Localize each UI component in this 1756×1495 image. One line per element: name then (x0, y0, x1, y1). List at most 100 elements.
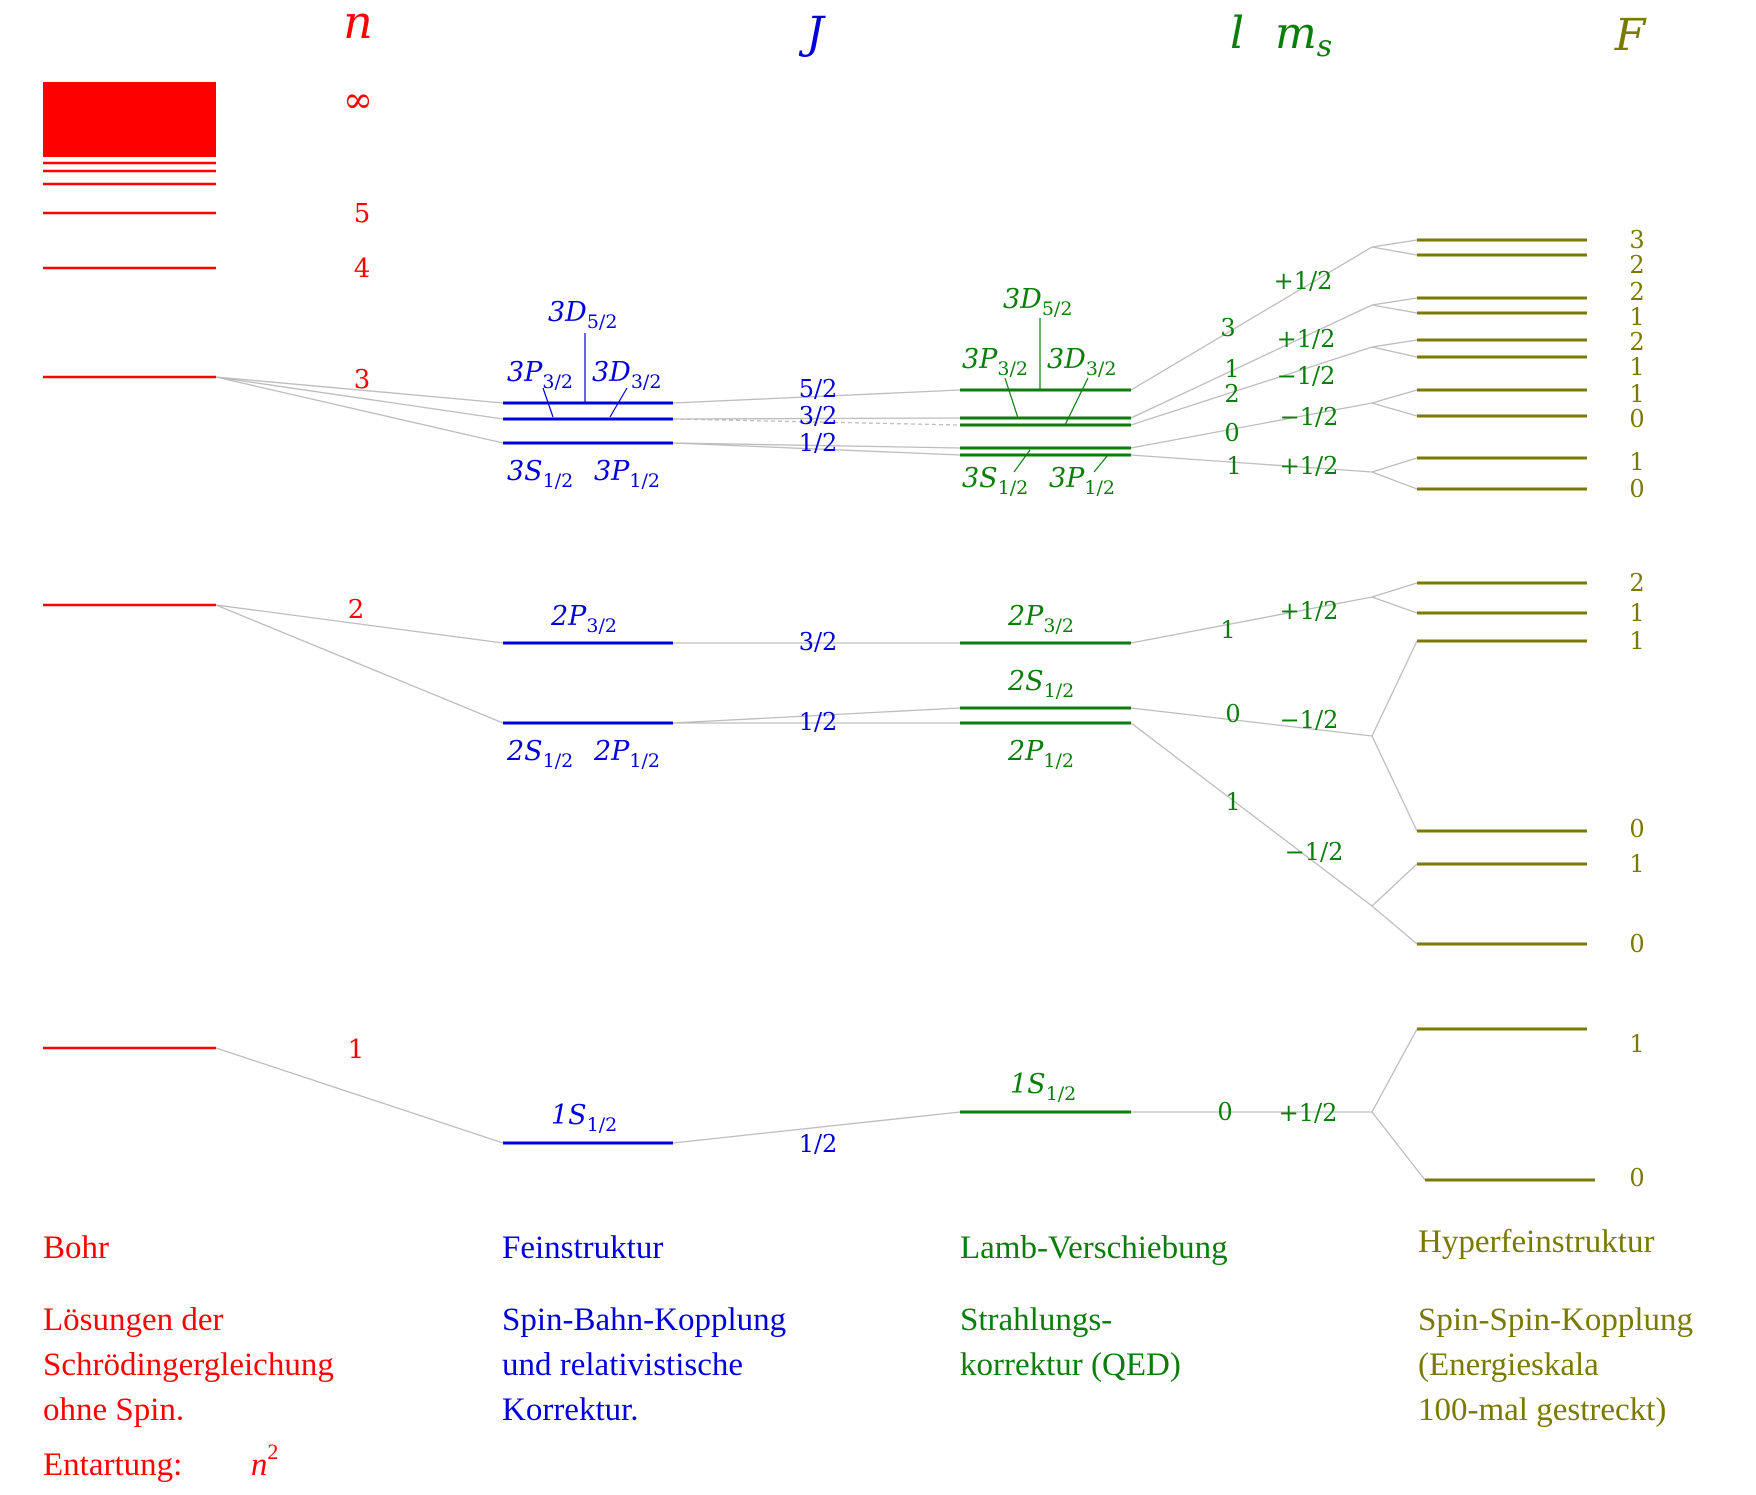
f-value: 2 (1629, 251, 1644, 279)
fine-caption-line: Spin-Bahn-Kopplung (502, 1302, 787, 1338)
j-value: 1/2 (799, 708, 838, 736)
f-value: 0 (1629, 1164, 1644, 1192)
fine-caption: Feinstruktur Spin-Bahn-Kopplung und rela… (502, 1226, 786, 1433)
l-value: 2 (1224, 380, 1239, 408)
term-3p32: 3P3/2 (507, 357, 573, 393)
fine-caption-line: und relativistische (502, 1347, 744, 1383)
term-2p32: 2P3/2 (1007, 601, 1074, 637)
f-values: 3 2 2 1 2 1 1 0 1 0 2 1 1 0 1 0 1 0 (1629, 226, 1644, 1192)
f-value: 0 (1629, 405, 1644, 433)
term-3d32: 3D3/2 (592, 357, 661, 393)
lamb-term-labels: 3D5/2 3P3/2 3D3/2 3S1/2 3P1/2 2P3/2 2S1/… (962, 284, 1116, 1105)
ms-value: −1/2 (1285, 838, 1344, 866)
term-2p32: 2P3/2 (550, 601, 617, 637)
hyper-caption-title: Hyperfeinstruktur (1418, 1224, 1655, 1260)
l-value: 1 (1220, 616, 1235, 644)
ms-value: +1/2 (1280, 452, 1339, 480)
l-value: 0 (1224, 419, 1239, 447)
term-3d52: 3D5/2 (1003, 284, 1072, 320)
term-1s12: 1S1/2 (1010, 1069, 1076, 1105)
f-value: 1 (1629, 303, 1644, 331)
fine-term-labels: 3D5/2 3P3/2 3D3/2 3S1/2 3P1/2 2P3/2 2S1/… (506, 297, 661, 1136)
j-value: 1/2 (799, 429, 838, 457)
header-l: l (1230, 8, 1244, 59)
f-value: 2 (1629, 278, 1644, 306)
f-value: 1 (1629, 850, 1644, 878)
term-2p12: 2P1/2 (593, 736, 660, 772)
j-values: 5/2 3/2 1/2 3/2 1/2 1/2 (799, 375, 838, 1158)
bohr-caption-title: Bohr (43, 1230, 109, 1266)
hyper-caption: Hyperfeinstruktur Spin-Spin-Kopplung (En… (1418, 1220, 1693, 1433)
fine-caption-line: Korrektur. (502, 1392, 639, 1428)
bohr-levels (43, 82, 216, 1050)
fine-caption-title: Feinstruktur (502, 1230, 664, 1266)
f-value: 2 (1629, 328, 1644, 356)
term-2p12: 2P1/2 (1007, 736, 1074, 772)
n-label-3: 3 (354, 365, 371, 395)
j-value: 1/2 (799, 1130, 838, 1158)
degeneracy-value: n (250, 1447, 268, 1483)
header-n: n (343, 0, 373, 49)
l-value: 0 (1225, 700, 1240, 728)
hyper-caption-line: 100-mal gestreckt) (1418, 1392, 1667, 1428)
term-2s12: 2S1/2 (506, 736, 573, 772)
f-value: 1 (1629, 353, 1644, 381)
j-value: 3/2 (799, 402, 838, 430)
term-3s12: 3S1/2 (962, 463, 1028, 499)
term-3d52: 3D5/2 (548, 297, 617, 333)
f-value: 2 (1629, 569, 1644, 597)
bohr-caption-line: Lösungen der (43, 1302, 224, 1338)
bohr-caption-line: ohne Spin. (43, 1392, 185, 1428)
f-value: 0 (1629, 815, 1644, 843)
lamb-caption-title: Lamb-Verschiebung (960, 1230, 1228, 1266)
f-value: 0 (1629, 930, 1644, 958)
hyper-caption-line: Spin-Spin-Kopplung (1418, 1302, 1694, 1338)
ms-value: −1/2 (1277, 362, 1336, 390)
ms-value: +1/2 (1280, 597, 1339, 625)
f-value: 1 (1629, 448, 1644, 476)
l-value: 0 (1217, 1098, 1232, 1126)
term-3p12: 3P1/2 (1049, 463, 1115, 499)
n-label-5: 5 (354, 199, 371, 229)
hyperfine-levels (1417, 238, 1595, 1182)
column-headers: n J l ms F (343, 0, 1647, 64)
hyper-caption-line: (Energieskala (1418, 1347, 1599, 1383)
degeneracy-exponent: 2 (267, 1439, 279, 1464)
bohr-degeneracy: Entartung: n2 (43, 1433, 334, 1488)
term-3p32: 3P3/2 (962, 344, 1028, 380)
infinity-label: ∞ (343, 80, 373, 121)
f-value: 1 (1629, 627, 1644, 655)
n-label-2: 2 (348, 595, 365, 625)
l-value: 3 (1220, 314, 1235, 342)
ms-value: +1/2 (1279, 1099, 1338, 1127)
f-value: 1 (1629, 1030, 1644, 1058)
lamb-caption-line: korrektur (QED) (960, 1347, 1181, 1383)
bohr-n-labels: ∞ 5 4 3 2 1 (343, 80, 373, 1065)
ms-value: +1/2 (1277, 325, 1336, 353)
n-label-4: 4 (354, 254, 371, 284)
f-value: 1 (1629, 599, 1644, 627)
j-value: 5/2 (799, 375, 838, 403)
f-value: 1 (1629, 380, 1644, 408)
f-value: 3 (1629, 226, 1644, 254)
continuum-band (43, 82, 216, 157)
header-f: F (1614, 10, 1647, 61)
fine-structure-levels (503, 333, 673, 1145)
l-values: 3 1 2 0 1 1 0 1 0 (1217, 314, 1241, 1126)
term-3d32: 3D3/2 (1047, 344, 1116, 380)
lamb-shift-levels (960, 318, 1131, 1114)
l-value: 1 (1225, 788, 1240, 816)
lamb-caption-line: Strahlungs- (960, 1302, 1113, 1338)
ms-values: +1/2 +1/2 −1/2 −1/2 +1/2 +1/2 −1/2 −1/2 … (1274, 267, 1344, 1127)
term-3s12: 3S1/2 (507, 456, 573, 492)
ms-value: −1/2 (1280, 706, 1339, 734)
term-1s12: 1S1/2 (551, 1100, 617, 1136)
header-j: J (798, 8, 826, 59)
term-3p12: 3P1/2 (594, 456, 660, 492)
ms-value: −1/2 (1280, 403, 1339, 431)
ms-value: +1/2 (1274, 267, 1333, 295)
n-label-1: 1 (348, 1035, 365, 1065)
connector-lines (215, 239, 1426, 1181)
header-ms: ms (1275, 8, 1332, 64)
